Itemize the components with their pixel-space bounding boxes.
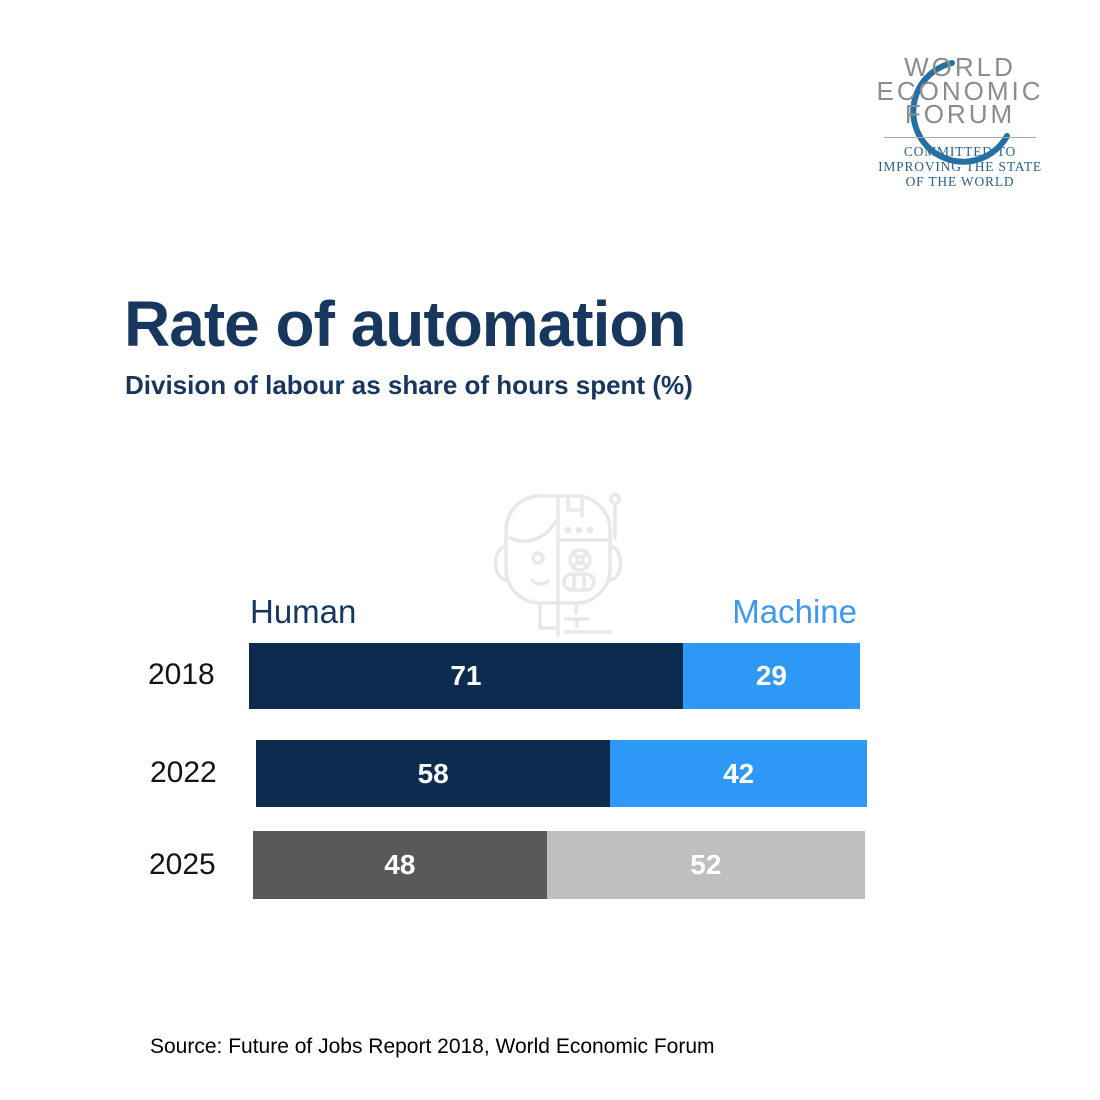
- bar-segment-machine-2022: 42: [610, 740, 867, 807]
- category-label-2022: 2022: [150, 756, 217, 789]
- logo-divider: [884, 136, 1036, 138]
- bar-segment-machine-2018: 29: [682, 643, 860, 709]
- bar-value-label: 42: [723, 757, 755, 789]
- logo-tagline-line-3: OF THE WORLD: [905, 173, 1015, 189]
- legend-label-human: Human: [250, 593, 357, 630]
- robot-head-half-human-half-machine-icon: [493, 493, 623, 637]
- bar-value-label: 48: [384, 849, 416, 880]
- bar-value-label: 58: [417, 757, 449, 789]
- source-note: Source: Future of Jobs Report 2018, Worl…: [150, 1035, 715, 1058]
- stacked-bar-2018: 71 29: [249, 643, 860, 709]
- legend-label-machine: Machine: [732, 593, 857, 630]
- bar-segment-human-2018: 71: [249, 643, 683, 709]
- bar-segment-human-2025: 48: [253, 831, 547, 899]
- page-title: Rate of automation: [124, 288, 687, 360]
- bar-value-label: 52: [690, 849, 722, 880]
- bar-segment-human-2022: 58: [256, 740, 611, 807]
- wef-crescent-swoosh-icon: [910, 60, 1010, 165]
- stacked-bar-2025: 48 52: [253, 831, 865, 899]
- category-label-2025: 2025: [149, 848, 216, 881]
- wef-logo: WORLD ECONOMIC FORUM COMMITTED TO IMPROV…: [872, 52, 1048, 189]
- logo-text-world: WORLD: [904, 52, 1016, 82]
- stacked-bar-2022: 58 42: [256, 740, 867, 807]
- page-subtitle: Division of labour as share of hours spe…: [125, 370, 693, 400]
- logo-tagline-line-2: IMPROVING THE STATE: [878, 158, 1042, 174]
- bar-segment-machine-2025: 52: [546, 831, 865, 899]
- logo-text-economic: ECONOMIC: [876, 75, 1044, 106]
- bar-value-label: 29: [755, 660, 787, 691]
- logo-text-forum: FORUM: [904, 99, 1016, 129]
- category-label-2018: 2018: [148, 658, 215, 691]
- bar-value-label: 71: [450, 660, 482, 691]
